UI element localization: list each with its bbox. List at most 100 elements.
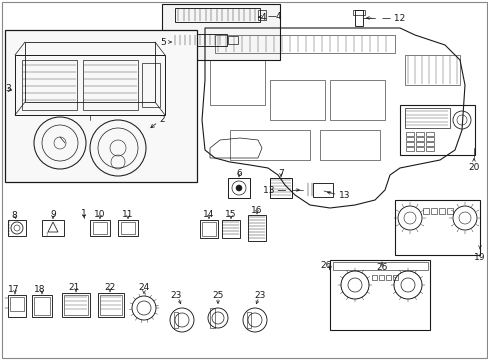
Bar bbox=[64, 295, 88, 315]
Text: 14: 14 bbox=[203, 210, 214, 219]
Text: 16: 16 bbox=[251, 206, 262, 215]
Bar bbox=[399, 105, 474, 155]
Bar bbox=[269, 80, 325, 120]
Bar bbox=[430, 208, 436, 214]
Bar bbox=[394, 200, 479, 255]
Bar bbox=[392, 275, 397, 280]
Bar bbox=[415, 132, 423, 136]
Bar bbox=[354, 10, 362, 26]
Bar bbox=[258, 10, 265, 20]
Bar bbox=[404, 55, 459, 85]
Bar bbox=[425, 142, 433, 146]
Circle shape bbox=[236, 185, 242, 191]
Text: 8: 8 bbox=[11, 211, 17, 220]
Bar bbox=[222, 220, 240, 238]
Bar bbox=[172, 34, 226, 46]
Bar bbox=[200, 220, 218, 238]
Bar bbox=[312, 183, 332, 197]
Bar bbox=[100, 295, 122, 315]
Bar bbox=[175, 8, 260, 22]
Text: 17: 17 bbox=[8, 285, 20, 294]
Bar bbox=[227, 36, 238, 44]
Text: 20: 20 bbox=[468, 162, 479, 171]
Text: 1: 1 bbox=[81, 208, 87, 217]
Text: 23: 23 bbox=[254, 291, 265, 300]
Bar bbox=[352, 10, 364, 15]
Bar bbox=[34, 297, 50, 315]
Bar bbox=[8, 220, 26, 236]
Bar bbox=[32, 295, 52, 317]
Bar bbox=[25, 42, 155, 102]
Text: 7: 7 bbox=[278, 168, 284, 177]
Bar bbox=[90, 220, 110, 236]
Text: 2: 2 bbox=[159, 114, 164, 123]
Text: 18: 18 bbox=[34, 285, 46, 294]
Text: 24: 24 bbox=[138, 284, 149, 292]
Bar bbox=[404, 108, 449, 128]
Text: —4: —4 bbox=[267, 12, 282, 21]
Text: 23: 23 bbox=[170, 291, 182, 300]
Bar bbox=[209, 60, 264, 105]
Text: 15: 15 bbox=[225, 210, 236, 219]
Bar bbox=[98, 293, 124, 317]
Text: 11: 11 bbox=[122, 210, 134, 219]
Bar bbox=[174, 312, 178, 328]
Text: 25: 25 bbox=[212, 291, 223, 300]
Text: 26: 26 bbox=[376, 264, 387, 273]
Bar bbox=[246, 312, 250, 328]
Text: 9: 9 bbox=[50, 210, 56, 219]
Text: 13: 13 bbox=[339, 190, 350, 199]
Bar bbox=[425, 137, 433, 141]
Bar bbox=[405, 132, 413, 136]
Bar bbox=[329, 80, 384, 120]
Text: 10: 10 bbox=[94, 210, 105, 219]
Bar bbox=[415, 147, 423, 151]
Bar bbox=[15, 55, 164, 115]
Text: 19: 19 bbox=[473, 252, 485, 261]
Bar bbox=[227, 178, 249, 198]
Bar bbox=[209, 308, 215, 328]
Text: !: ! bbox=[45, 231, 47, 237]
Bar bbox=[405, 137, 413, 141]
Bar bbox=[438, 208, 444, 214]
Text: 6: 6 bbox=[236, 168, 242, 177]
Bar bbox=[121, 222, 135, 234]
Bar bbox=[8, 295, 26, 317]
Bar bbox=[425, 147, 433, 151]
Text: 13 —: 13 — bbox=[262, 185, 285, 194]
Bar bbox=[22, 60, 77, 110]
Bar bbox=[329, 260, 429, 330]
Bar bbox=[446, 208, 452, 214]
Text: — 12: — 12 bbox=[381, 14, 405, 23]
Bar bbox=[202, 222, 216, 236]
Bar bbox=[378, 275, 383, 280]
Bar bbox=[62, 293, 90, 317]
Bar bbox=[229, 130, 309, 160]
Bar bbox=[422, 208, 428, 214]
Bar bbox=[162, 4, 280, 60]
Bar bbox=[42, 220, 64, 236]
Bar bbox=[118, 220, 138, 236]
Bar bbox=[371, 275, 376, 280]
Bar bbox=[93, 222, 107, 234]
Bar bbox=[247, 215, 265, 241]
Bar bbox=[269, 178, 291, 198]
Bar bbox=[215, 35, 394, 53]
Bar bbox=[425, 132, 433, 136]
Bar bbox=[385, 275, 390, 280]
Bar bbox=[10, 297, 24, 311]
Bar bbox=[415, 137, 423, 141]
Text: 4: 4 bbox=[260, 13, 265, 22]
Bar bbox=[142, 63, 160, 107]
Text: 5: 5 bbox=[160, 37, 165, 46]
Bar bbox=[319, 130, 379, 160]
Text: 21: 21 bbox=[68, 284, 80, 292]
Bar bbox=[83, 60, 138, 110]
Bar bbox=[405, 147, 413, 151]
Bar bbox=[415, 142, 423, 146]
Text: 26: 26 bbox=[320, 261, 331, 270]
Bar bbox=[405, 142, 413, 146]
Text: 3: 3 bbox=[5, 84, 11, 93]
Bar bbox=[5, 30, 197, 182]
Text: 22: 22 bbox=[104, 284, 115, 292]
